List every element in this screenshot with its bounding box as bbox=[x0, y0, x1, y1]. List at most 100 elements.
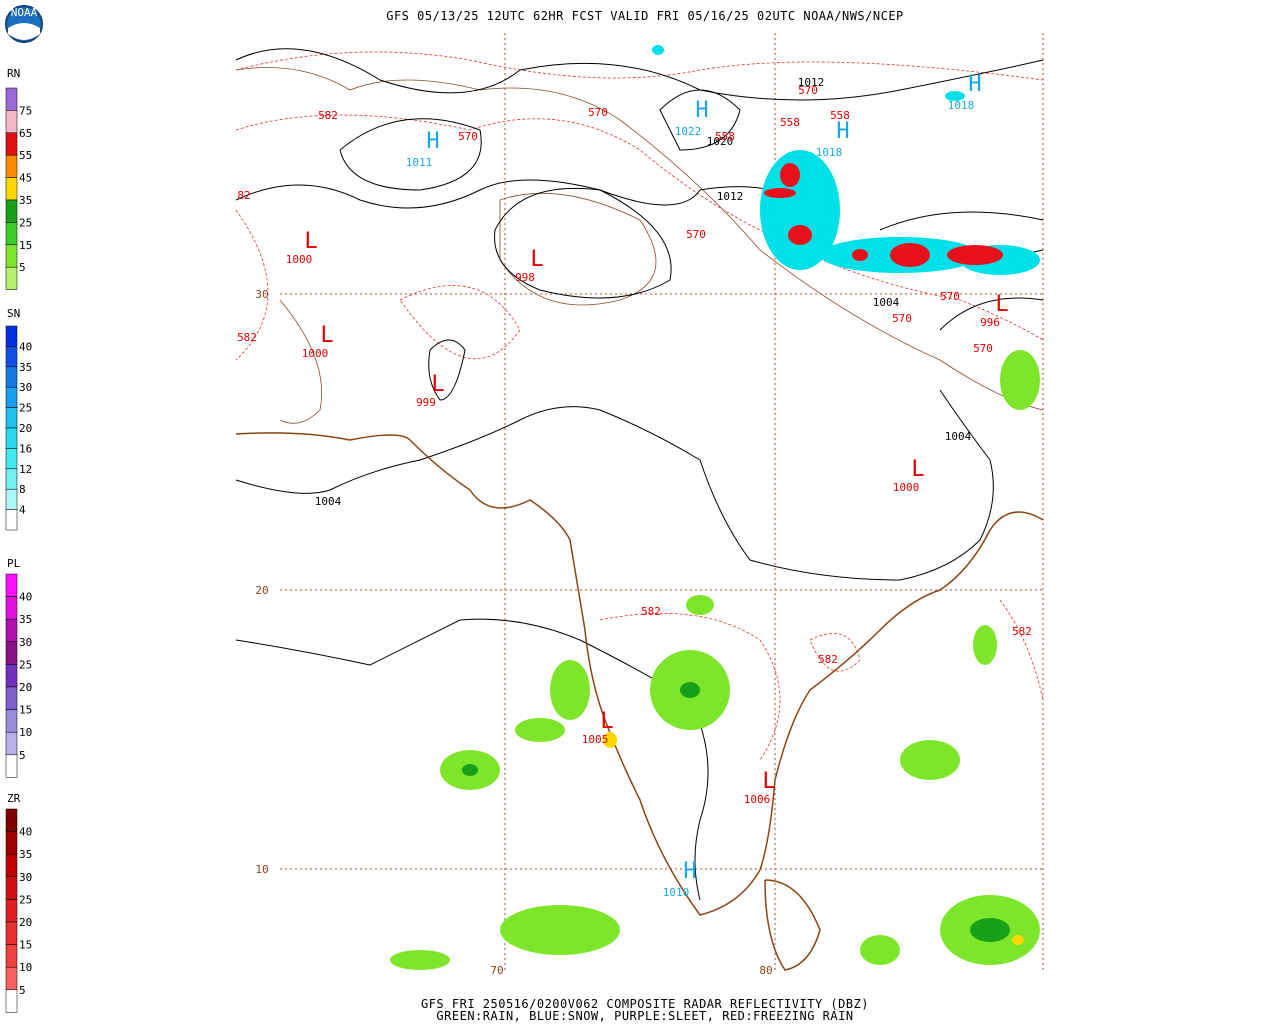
legend-swatch bbox=[5, 754, 18, 778]
map-area bbox=[236, 33, 1043, 972]
low-symbol: L bbox=[762, 769, 775, 794]
legend-swatch bbox=[5, 618, 18, 643]
legend-swatch bbox=[5, 509, 18, 531]
height-label: 570 bbox=[892, 312, 912, 325]
legend-swatch bbox=[5, 921, 18, 945]
legend-swatch bbox=[5, 222, 18, 246]
legend-swatch bbox=[5, 488, 18, 510]
latitude-label: 10 bbox=[255, 863, 268, 876]
legend-level: 4 bbox=[19, 504, 26, 517]
height-label: 558 bbox=[830, 109, 850, 122]
low-pressure: 1000 bbox=[286, 253, 313, 266]
low-pressure: 1005 bbox=[582, 733, 609, 746]
legend-swatch bbox=[5, 573, 18, 597]
legend-swatch bbox=[5, 87, 18, 111]
legend-swatch bbox=[5, 899, 18, 923]
legend-swatch bbox=[5, 386, 18, 408]
legend-swatch bbox=[5, 132, 18, 156]
header-title: GFS 05/13/25 12UTC 62HR FCST VALID FRI 0… bbox=[386, 9, 904, 23]
legend-level: 20 bbox=[19, 916, 32, 929]
legend-level: 40 bbox=[19, 591, 32, 604]
legend-level: 20 bbox=[19, 681, 32, 694]
legend-swatch bbox=[5, 407, 18, 429]
legend-swatch bbox=[5, 177, 18, 201]
low-symbol: L bbox=[911, 457, 924, 482]
legend-swatch bbox=[5, 199, 18, 223]
legend-level: 10 bbox=[19, 726, 32, 739]
sri-lanka-coastline bbox=[764, 879, 821, 971]
coastline bbox=[235, 432, 1044, 916]
low-symbol: L bbox=[320, 323, 333, 348]
height-label: 570 bbox=[798, 84, 818, 97]
legend-level: 10 bbox=[19, 961, 32, 974]
height-label: 558 bbox=[780, 116, 800, 129]
legend-level: 35 bbox=[19, 194, 32, 207]
isobar-label: 1012 bbox=[798, 76, 825, 89]
legend-swatch bbox=[5, 110, 18, 134]
legend-level: 5 bbox=[19, 984, 26, 997]
legend-swatch bbox=[5, 664, 18, 688]
high-symbol: H bbox=[968, 72, 981, 97]
height-label: 570 bbox=[940, 290, 960, 303]
height-label: 582 bbox=[641, 605, 661, 618]
high-pressure: 1010 bbox=[663, 886, 690, 899]
high-pressure: 1018 bbox=[816, 146, 843, 159]
low-pressure: 1006 bbox=[744, 793, 771, 806]
legend-level: 20 bbox=[19, 422, 32, 435]
height-label: 582 bbox=[1012, 625, 1032, 638]
footer-line2: GREEN:RAIN, BLUE:SNOW, PURPLE:SLEET, RED… bbox=[436, 1009, 853, 1023]
isobar-label: 1020 bbox=[707, 135, 734, 148]
legend-swatch bbox=[5, 366, 18, 388]
precipitation bbox=[390, 45, 1040, 970]
isobar-label: 1004 bbox=[945, 430, 972, 443]
isobar-label: 1004 bbox=[315, 495, 342, 508]
legend-level: 40 bbox=[19, 826, 32, 839]
height-label: 570 bbox=[588, 106, 608, 119]
low-symbol: L bbox=[530, 247, 543, 272]
legend-swatch bbox=[5, 448, 18, 470]
low-pressure: 999 bbox=[416, 396, 436, 409]
height-label: 582 bbox=[237, 331, 257, 344]
legend-level: 75 bbox=[19, 104, 32, 117]
legend-swatch bbox=[5, 831, 18, 855]
latitude-label: 20 bbox=[255, 584, 268, 597]
legend-swatch bbox=[5, 686, 18, 710]
high-pressure: 1011 bbox=[406, 156, 433, 169]
legend-swatch bbox=[5, 325, 18, 347]
high-symbol: H bbox=[683, 859, 696, 884]
high-pressure: 1022 bbox=[675, 125, 702, 138]
legend-title: PL bbox=[7, 557, 21, 570]
logo-label: NOAA bbox=[11, 6, 38, 19]
legend-level: 25 bbox=[19, 402, 32, 415]
height-label: 558 bbox=[715, 130, 735, 143]
height-contours bbox=[235, 51, 1044, 761]
longitude-label: 70 bbox=[490, 964, 503, 977]
legend-level: 65 bbox=[19, 127, 32, 140]
legend-swatch bbox=[5, 641, 18, 665]
legend-swatch bbox=[5, 808, 18, 832]
legend-level: 35 bbox=[19, 613, 32, 626]
legend-level: 16 bbox=[19, 442, 32, 455]
legend-level: 30 bbox=[19, 636, 32, 649]
legend-level: 12 bbox=[19, 463, 32, 476]
low-pressure: 1000 bbox=[302, 347, 329, 360]
legend-swatch bbox=[5, 944, 18, 968]
low-symbol: L bbox=[431, 372, 444, 397]
legend-swatch bbox=[5, 266, 18, 290]
legend-level: 45 bbox=[19, 172, 32, 185]
low-pressure: 998 bbox=[515, 271, 535, 284]
legend-level: 35 bbox=[19, 848, 32, 861]
legend-level: 15 bbox=[19, 939, 32, 952]
legend-swatch bbox=[5, 876, 18, 900]
legend-swatch bbox=[5, 853, 18, 878]
legend-title: SN bbox=[7, 307, 20, 320]
map: 1012102010121004100410045825705705705585… bbox=[235, 33, 1044, 977]
low-symbol: L bbox=[600, 709, 613, 734]
legend-swatch bbox=[5, 966, 18, 991]
height-label: 82 bbox=[237, 189, 250, 202]
low-pressure: 996 bbox=[980, 316, 1000, 329]
legend-level: 25 bbox=[19, 658, 32, 671]
legend-level: 15 bbox=[19, 704, 32, 717]
isobar-label: 1012 bbox=[717, 190, 744, 203]
